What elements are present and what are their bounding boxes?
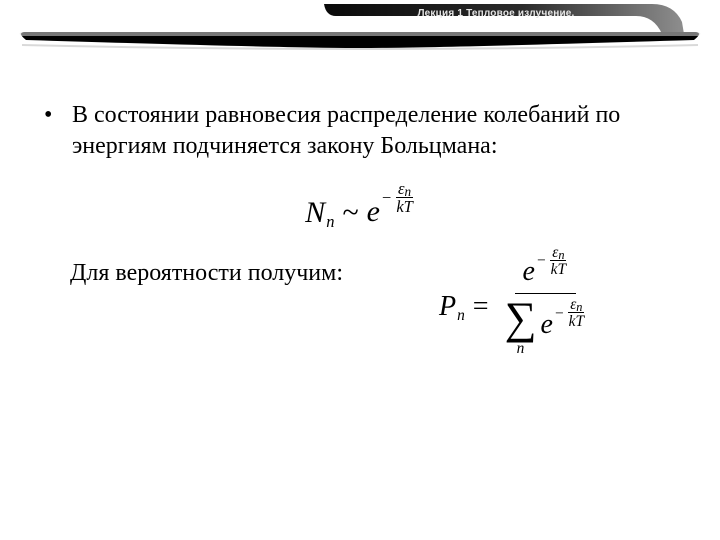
header-title: Лекция 1 Тепловое излучение.	[366, 8, 626, 19]
sum-block: ∑ n	[505, 298, 537, 356]
bullet-text: В состоянии равновесия распределение кол…	[72, 100, 680, 161]
formula-boltzmann: N n ~ e − εn kT	[40, 195, 680, 230]
sym-tilde: ~	[342, 196, 358, 230]
sym-N: N	[305, 196, 325, 230]
fraction-denominator: ∑ n e − εn kT	[497, 294, 594, 358]
sym-eq: =	[473, 291, 489, 323]
bullet-marker: •	[40, 100, 72, 161]
formula-probability: P n = e − εn kT	[343, 256, 680, 358]
header-bar	[16, 30, 704, 52]
fraction-numerator: e − εn kT	[515, 256, 577, 294]
slide-body: • В состоянии равновесия распределение к…	[40, 100, 680, 358]
big-fraction: e − εn kT	[497, 256, 594, 358]
probability-label: Для вероятности получим:	[40, 256, 343, 287]
exp-power: − εn kT	[382, 181, 415, 216]
sym-sigma: ∑	[505, 298, 537, 338]
sum-index: n	[517, 341, 525, 356]
probability-row: Для вероятности получим: P n = e −	[40, 256, 680, 358]
exp-block: e − εn kT	[367, 195, 415, 230]
sym-n-sub2: n	[457, 307, 465, 325]
bullet-item: • В состоянии равновесия распределение к…	[40, 100, 680, 161]
slide-header: Лекция 1 Тепловое излучение.	[16, 4, 704, 64]
sym-e: e	[367, 195, 380, 229]
frac-eps-kt: εn kT	[394, 181, 415, 216]
sym-n-sub: n	[326, 212, 334, 232]
sym-P: P	[439, 291, 456, 323]
